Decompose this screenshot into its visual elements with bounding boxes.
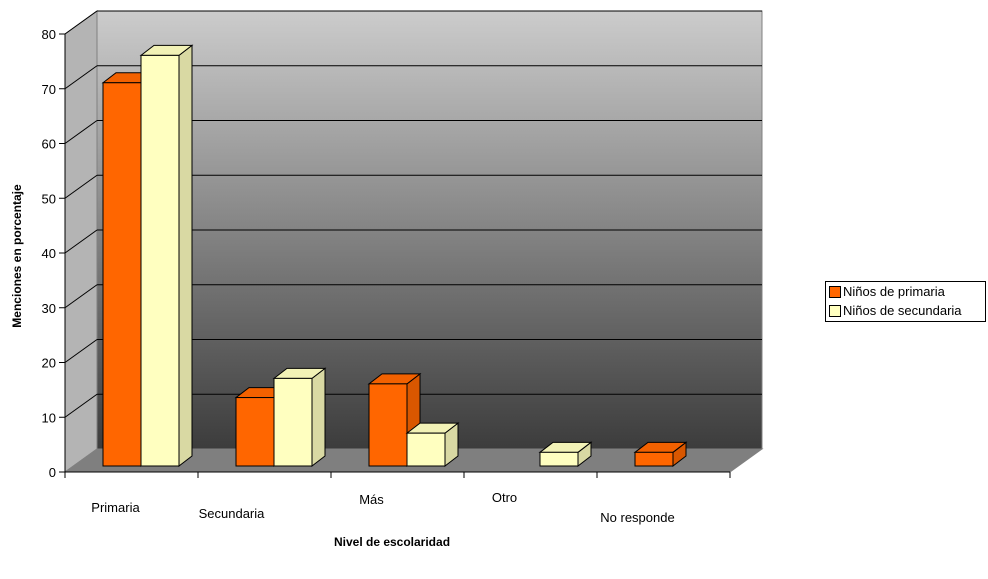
y-tick-label: 10 <box>42 410 56 425</box>
y-axis-title: Menciones en porcentaje <box>10 184 24 328</box>
x-tick-label: Otro <box>492 490 517 505</box>
bar <box>405 422 460 468</box>
legend-label-secundaria: Niños de secundaria <box>843 303 962 318</box>
gridlines <box>64 10 762 418</box>
bars <box>101 44 688 468</box>
bar-front <box>368 383 408 467</box>
side-gridline <box>64 120 98 144</box>
legend: Niños de primaria Niños de secundaria <box>825 281 986 322</box>
side-gridline <box>64 393 98 418</box>
legend-label-primaria: Niños de primaria <box>843 284 945 299</box>
bar <box>633 441 688 468</box>
legend-swatch-primaria <box>829 285 841 298</box>
y-tick-label: 80 <box>42 27 56 42</box>
y-tick-label: 50 <box>42 191 56 206</box>
bar-front <box>102 82 142 467</box>
y-tick-label: 70 <box>42 82 56 97</box>
bar-front <box>634 451 674 467</box>
x-tick-label: No responde <box>600 510 674 525</box>
bar-side <box>311 367 326 468</box>
side-gridline <box>64 284 98 309</box>
bar-front <box>539 451 579 467</box>
legend-item-secundaria: Niños de secundaria <box>826 301 985 320</box>
side-gridline <box>64 174 98 199</box>
bar <box>139 44 194 468</box>
side-gridline <box>64 65 98 90</box>
y-tick-label: 40 <box>42 246 56 261</box>
y-tick-label: 20 <box>42 356 56 371</box>
axes <box>59 33 731 478</box>
bar <box>272 367 327 468</box>
bar-front <box>140 54 180 467</box>
x-tick-label: Secundaria <box>199 506 266 521</box>
x-tick-label: Más <box>359 492 384 507</box>
y-tick-label: 60 <box>42 137 56 152</box>
legend-item-primaria: Niños de primaria <box>826 282 985 301</box>
side-gridline <box>64 10 98 35</box>
x-tick-labels: Primaria Secundaria Más Otro No responde <box>91 490 674 525</box>
bar-side <box>178 44 193 468</box>
x-tick-label: Primaria <box>91 500 140 515</box>
x-axis-title: Nivel de escolaridad <box>334 535 450 549</box>
y-tick-labels: 0 10 20 30 40 50 60 70 80 <box>42 27 56 480</box>
legend-swatch-secundaria <box>829 304 841 317</box>
side-gridline <box>64 339 98 363</box>
side-gridline <box>64 229 98 254</box>
bar <box>538 441 593 468</box>
bar-front <box>406 432 446 467</box>
y-tick-label: 0 <box>49 465 56 480</box>
bar-front <box>273 377 313 467</box>
y-tick-label: 30 <box>42 301 56 316</box>
bar-front <box>235 397 275 467</box>
